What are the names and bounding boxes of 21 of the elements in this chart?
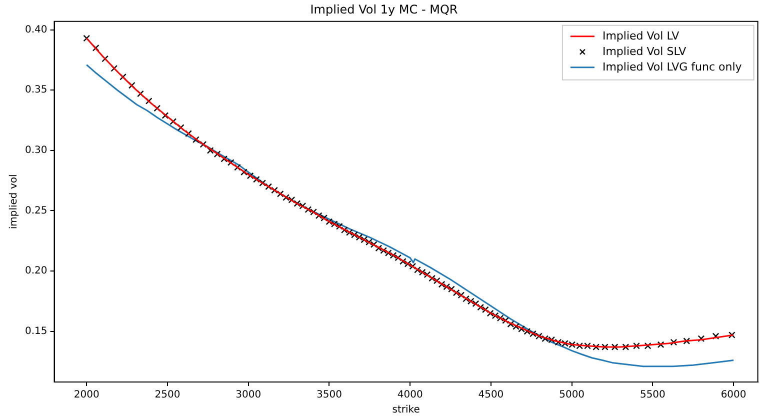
x-tick-label: 6000 — [720, 390, 746, 401]
y-tick-label: 0.15 — [25, 326, 48, 337]
y-axis-title: implied vol — [8, 174, 20, 230]
y-tick-label: 0.35 — [25, 84, 48, 96]
x-tick-label: 3500 — [316, 390, 342, 401]
y-tick-label: 0.25 — [25, 205, 48, 216]
legend-label: Implied Vol LV — [602, 29, 680, 42]
x-axis-title: strike — [392, 404, 420, 416]
x-tick-label: 4500 — [478, 390, 504, 401]
x-tick-label: 2500 — [154, 390, 180, 401]
legend-label: Implied Vol LVG func only — [602, 60, 742, 74]
y-tick-label: 0.40 — [25, 24, 48, 36]
y-tick-label: 0.20 — [25, 266, 48, 277]
x-tick-label: 5000 — [559, 390, 585, 401]
legend-label: Implied Vol SLV — [602, 44, 687, 58]
x-tick-label: 5500 — [640, 390, 666, 401]
x-tick-label: 4000 — [397, 390, 423, 401]
chart-title: Implied Vol 1y MC - MQR — [310, 2, 458, 16]
x-tick-label: 2000 — [74, 390, 100, 401]
x-tick-label: 3000 — [236, 390, 262, 401]
y-tick-label: 0.30 — [25, 145, 48, 156]
